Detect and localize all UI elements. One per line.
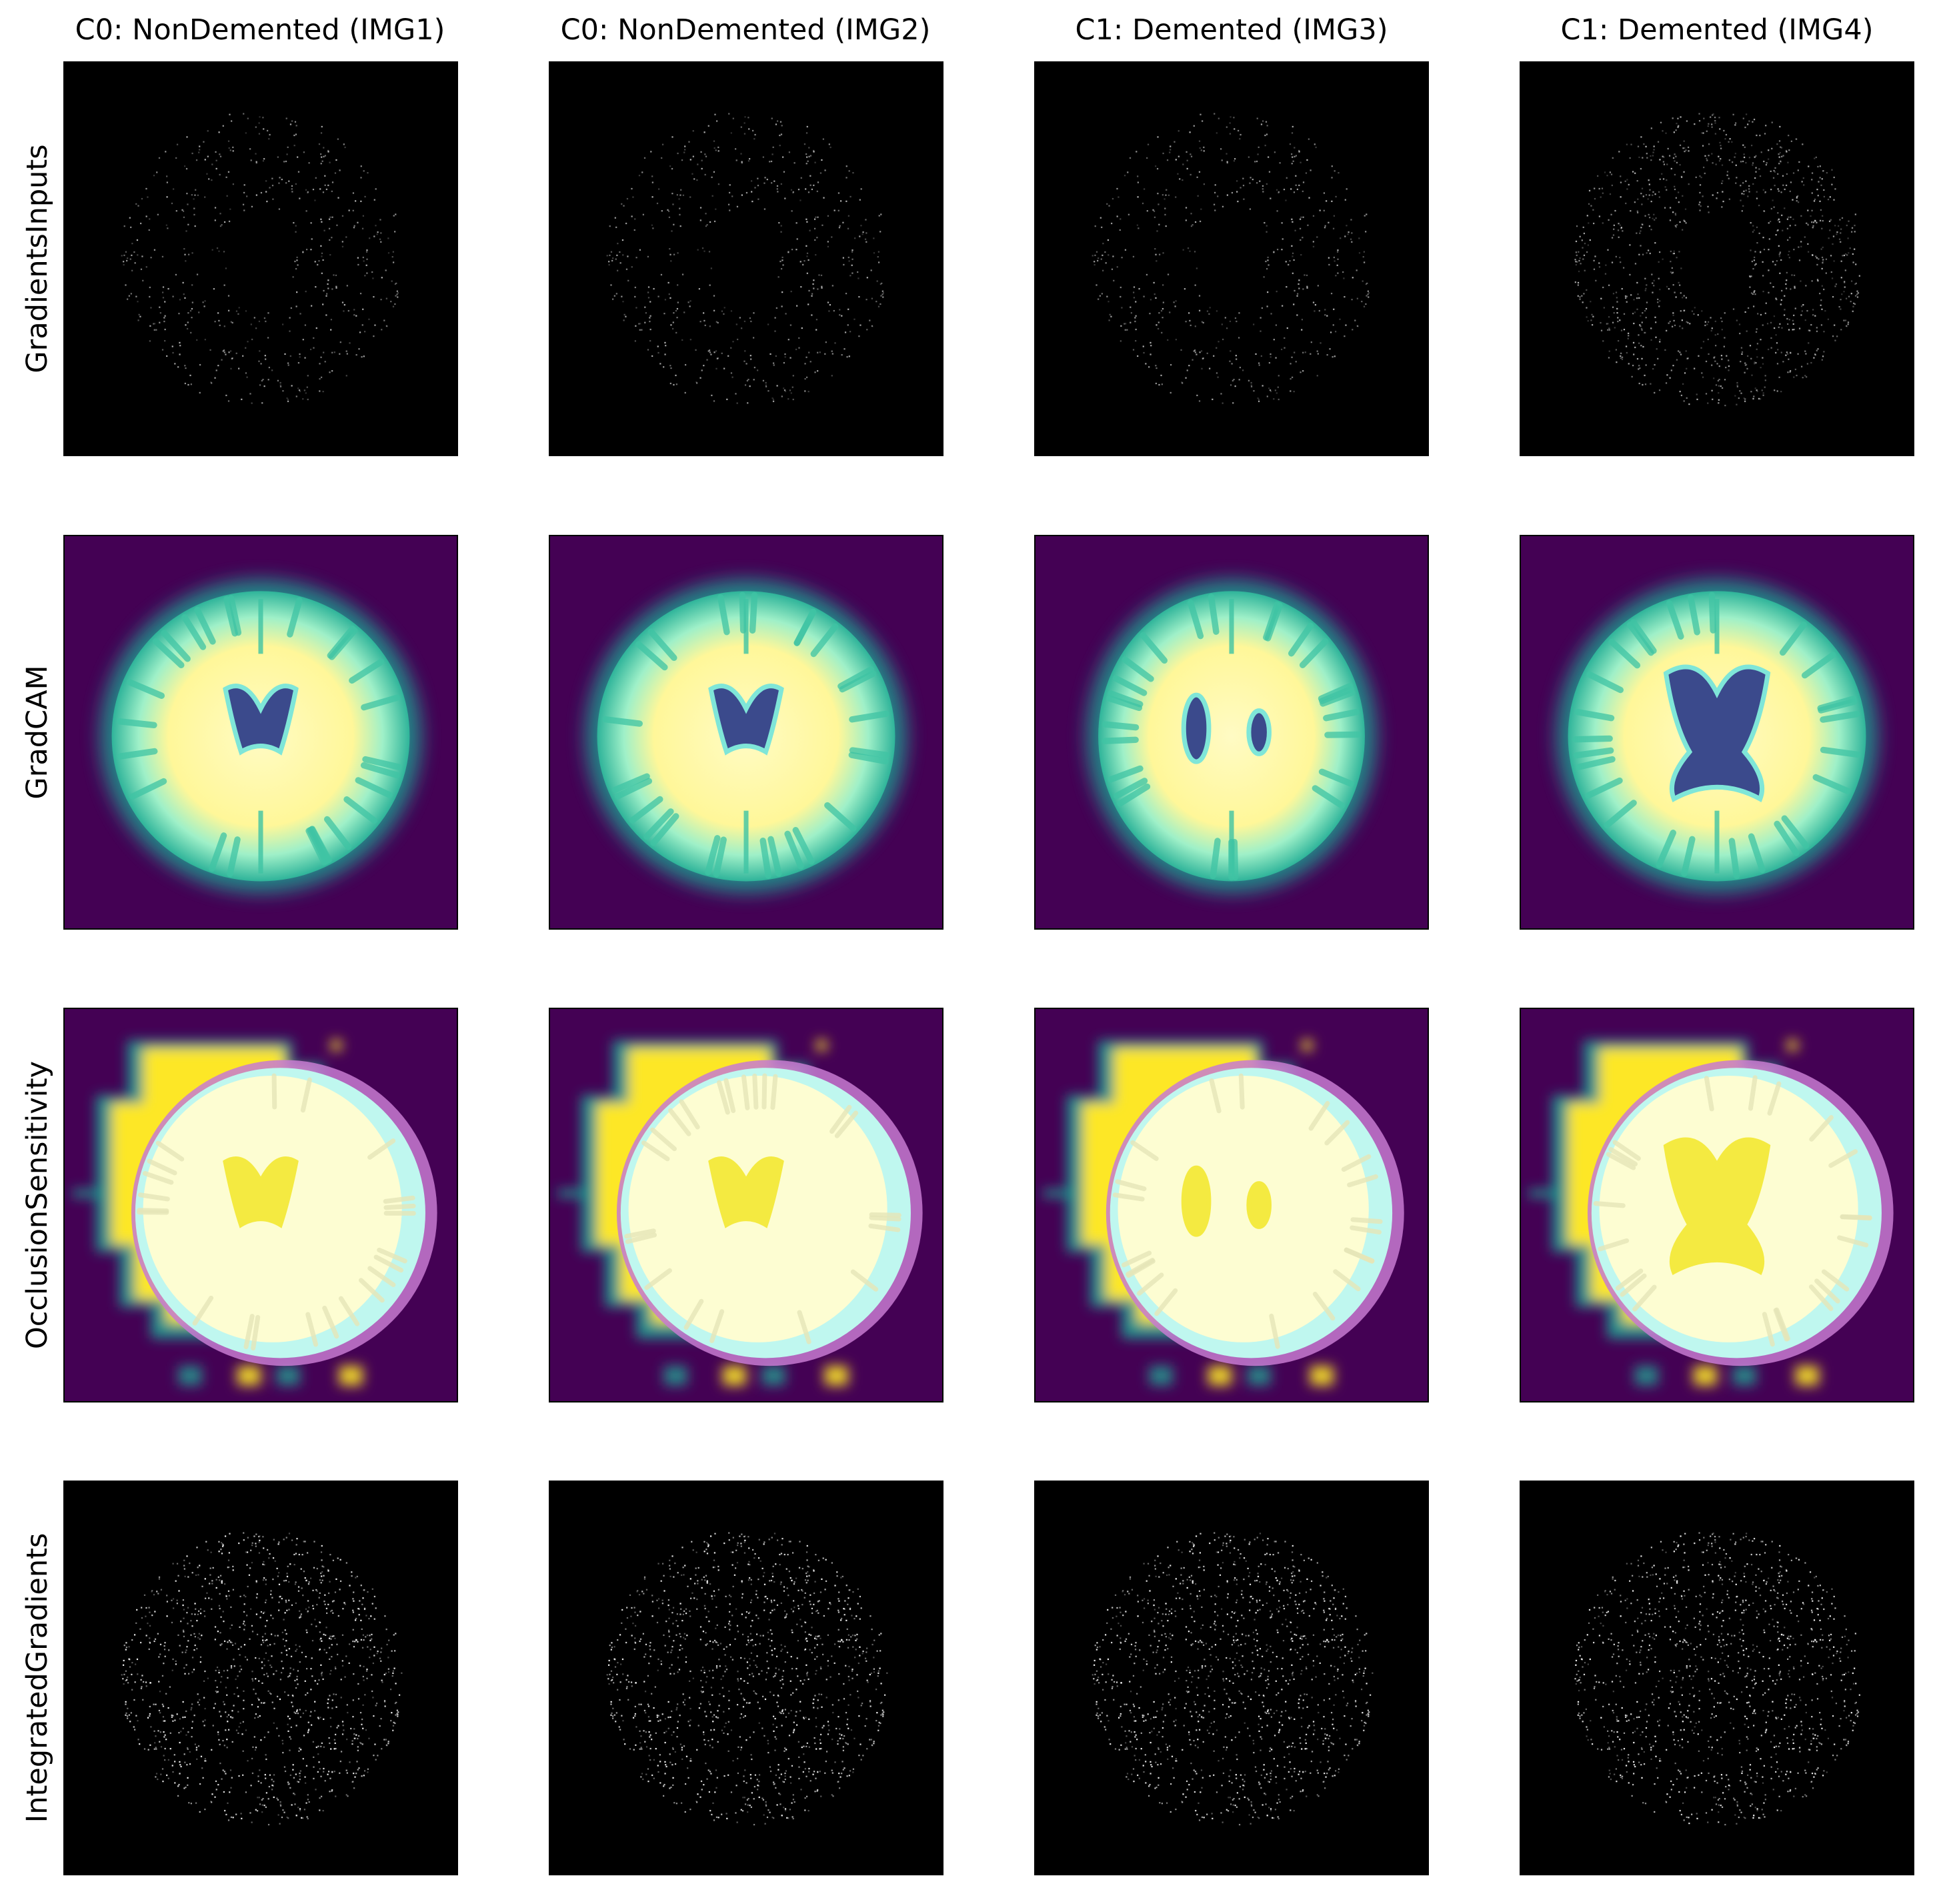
row-label-occlusionsensitivity: OcclusionSensitivity (3, 1008, 72, 1402)
panel-image (550, 1009, 942, 1401)
panel-integratedgradients-img2 (549, 1481, 943, 1875)
panel-image (1521, 63, 1913, 455)
panel-image (1036, 536, 1428, 928)
row-label-gradientsinputs-text: GradientsInputs (21, 144, 54, 373)
panel-image (550, 1482, 942, 1874)
panel-gradcam-img4 (1520, 535, 1914, 930)
panel-occlusionsensitivity-img1 (63, 1008, 458, 1402)
panel-integratedgradients-img1 (63, 1481, 458, 1875)
panel-gradientsinputs-img1 (63, 61, 458, 456)
column-title-img4: C1: Demented (IMG4) (1560, 13, 1874, 47)
row-label-gradcam-text: GradCAM (21, 665, 54, 800)
panel-gradcam-img2 (549, 535, 943, 930)
panel-gradcam-img3 (1034, 535, 1429, 930)
row-label-gradcam: GradCAM (3, 535, 72, 930)
panel-image (1036, 1482, 1428, 1874)
panel-image (65, 1009, 457, 1401)
panel-gradientsinputs-img3 (1034, 61, 1429, 456)
column-title-img1: C0: NonDemented (IMG1) (75, 13, 445, 47)
panel-occlusionsensitivity-img2 (549, 1008, 943, 1402)
panel-image (1521, 1009, 1913, 1401)
panel-gradientsinputs-img4 (1520, 61, 1914, 456)
row-label-gradientsinputs: GradientsInputs (3, 61, 72, 456)
panel-integratedgradients-img4 (1520, 1481, 1914, 1875)
panel-integratedgradients-img3 (1034, 1481, 1429, 1875)
panel-image (1521, 1482, 1913, 1874)
row-label-integratedgradients: IntegratedGradients (3, 1481, 72, 1875)
panel-image (65, 536, 457, 928)
panel-image (1036, 1009, 1428, 1401)
panel-image (550, 536, 942, 928)
panel-image (550, 63, 942, 455)
panel-image (65, 63, 457, 455)
column-title-img3: C1: Demented (IMG3) (1075, 13, 1388, 47)
row-label-integratedgradients-text: IntegratedGradients (21, 1533, 54, 1823)
row-label-occlusionsensitivity-text: OcclusionSensitivity (21, 1060, 54, 1350)
panel-image (1521, 536, 1913, 928)
panel-occlusionsensitivity-img3 (1034, 1008, 1429, 1402)
panel-gradientsinputs-img2 (549, 61, 943, 456)
panel-occlusionsensitivity-img4 (1520, 1008, 1914, 1402)
panel-gradcam-img1 (63, 535, 458, 930)
panel-image (65, 1482, 457, 1874)
panel-image (1036, 63, 1428, 455)
column-title-img2: C0: NonDemented (IMG2) (560, 13, 931, 47)
